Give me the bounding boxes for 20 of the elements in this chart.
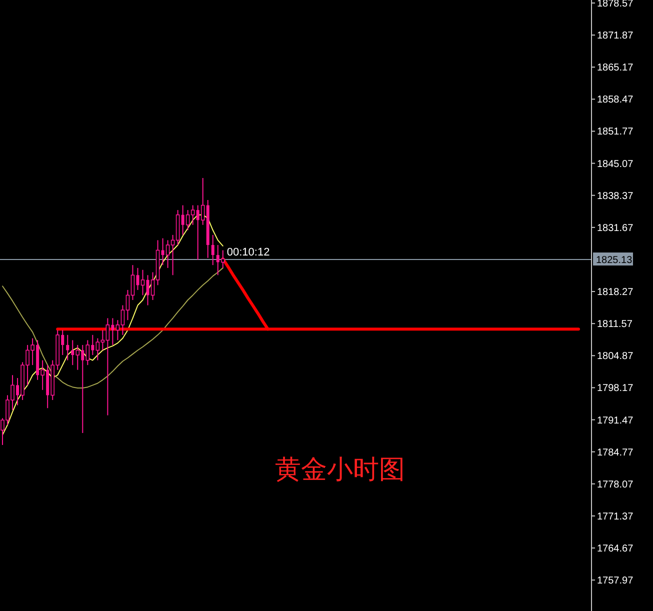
y-tick-label: 1878.57	[597, 0, 634, 10]
y-tick-label: 1804.87	[597, 351, 634, 362]
y-tick-label: 1845.07	[597, 158, 634, 170]
y-tick-label: 1784.77	[597, 447, 634, 458]
y-tick-label: 1865.17	[597, 62, 634, 74]
annotation: 黄金小时图	[275, 454, 405, 484]
y-tick-label: 1838.37	[597, 190, 634, 202]
ref-line-label: 1825.13	[596, 255, 633, 266]
y-tick-label: 1764.67	[597, 543, 634, 554]
y-tick-label: 1771.37	[597, 511, 634, 522]
y-tick-label: 1791.47	[597, 415, 634, 426]
y-tick-label: 1811.57	[597, 319, 633, 330]
y-tick-label: 1778.07	[597, 479, 634, 490]
y-tick-label: 1858.47	[597, 94, 634, 106]
y-tick-label: 1818.27	[597, 287, 634, 298]
y-tick-label: 1798.17	[597, 383, 634, 394]
y-tick-label: 1757.97	[597, 576, 634, 587]
y-tick-label: 1871.87	[597, 30, 634, 42]
y-tick-label: 1831.67	[597, 222, 634, 234]
y-tick-label: 1851.77	[597, 126, 634, 138]
